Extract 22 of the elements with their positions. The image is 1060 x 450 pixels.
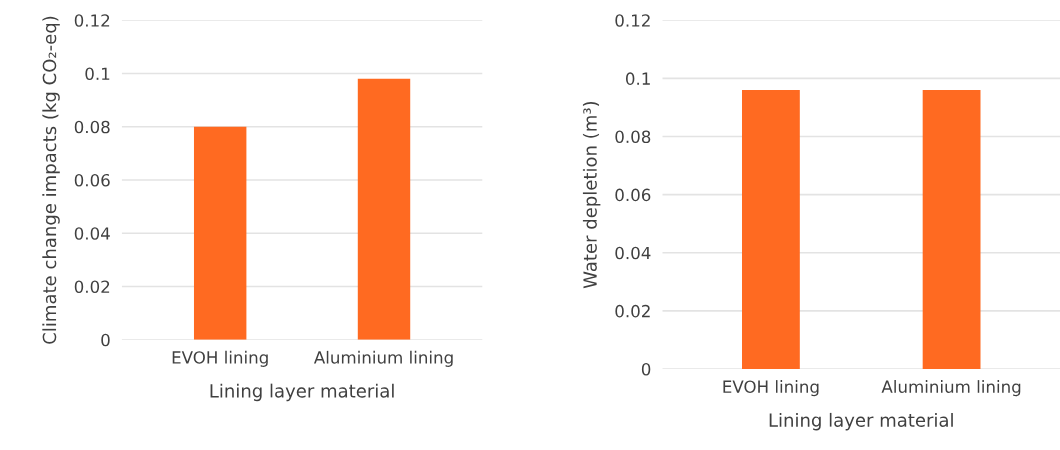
x-tick-label: Aluminium lining: [313, 350, 453, 367]
y-tick-label: 0.12: [74, 14, 110, 27]
x-axis-title: Lining layer material: [210, 383, 394, 402]
y-tick-label: 0.02: [74, 280, 110, 294]
x-axis-title: Lining layer material: [769, 412, 953, 431]
y-tick-label: 0.1: [85, 67, 110, 81]
x-tick-label: EVOH lining: [723, 380, 819, 397]
y-tick-label: 0.04: [74, 227, 110, 240]
y-tick-label: 0.04: [615, 246, 651, 260]
y-tick-label: 0.02: [615, 304, 650, 318]
x-tick-label: EVOH lining: [172, 350, 268, 367]
y-axis-title: Water depletion (m³): [582, 101, 601, 289]
y-tick-label: 0.1: [625, 72, 650, 85]
y-tick-label: 0.08: [615, 130, 651, 144]
y-tick-label: 0: [101, 333, 110, 347]
y-axis-title: Climate change impacts (kg CO₂-eq): [42, 16, 60, 344]
y-tick-label: 0: [641, 362, 651, 376]
y-tick-label: 0.08: [74, 120, 110, 134]
y-tick-label: 0.06: [615, 188, 651, 202]
y-tick-label: 0.06: [74, 173, 110, 187]
y-tick-label: 0.12: [615, 14, 650, 27]
x-tick-label: Aluminium lining: [881, 380, 1021, 397]
